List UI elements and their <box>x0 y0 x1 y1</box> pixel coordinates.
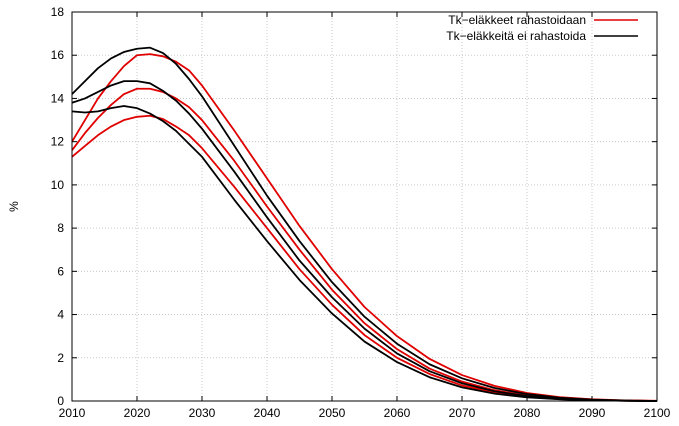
x-tick-label: 2060 <box>384 406 411 420</box>
legend: Tk−eläkkeet rahastoidaan Tk−eläkkeitä ei… <box>446 13 638 43</box>
y-tick-label: 16 <box>51 48 65 62</box>
series-line-3 <box>71 114 658 402</box>
axis-ticks: 2010 2020 2030 2040 2050 2060 2070 2080 2090 2100… <box>51 5 671 420</box>
x-tick-label: 2040 <box>254 406 281 420</box>
y-tick-label: 0 <box>57 394 64 408</box>
grid <box>72 12 657 401</box>
y-tick-label: 8 <box>57 221 64 235</box>
y-tick-label: 2 <box>57 351 64 365</box>
y-axis-label: % <box>7 201 21 212</box>
plot-frame <box>71 11 658 402</box>
series-line-2 <box>71 87 658 402</box>
x-tick-label: 2070 <box>449 406 476 420</box>
x-tick-label: 2080 <box>514 406 541 420</box>
y-tick-label: 10 <box>51 178 65 192</box>
y-tick-label: 12 <box>51 135 65 149</box>
y-tick-label: 4 <box>57 308 64 322</box>
legend-label-unfunded: Tk−eläkkeitä ei rahastoida <box>446 29 586 43</box>
series-line-4 <box>71 46 658 402</box>
x-tick-label: 2050 <box>319 406 346 420</box>
y-tick-label: 6 <box>57 264 64 278</box>
series-line-5 <box>71 80 658 402</box>
legend-label-funded: Tk−eläkkeet rahastoidaan <box>448 13 586 27</box>
x-tick-label: 2010 <box>59 406 86 420</box>
x-tick-label: 2020 <box>124 406 151 420</box>
series-line-1 <box>71 53 658 402</box>
y-tick-label: 18 <box>51 5 65 19</box>
x-tick-label: 2030 <box>189 406 216 420</box>
y-tick-label: 14 <box>51 91 65 105</box>
x-tick-label: 2100 <box>644 406 671 420</box>
series-lines <box>71 46 658 402</box>
series-line-6 <box>71 105 658 402</box>
x-tick-label: 2090 <box>579 406 606 420</box>
